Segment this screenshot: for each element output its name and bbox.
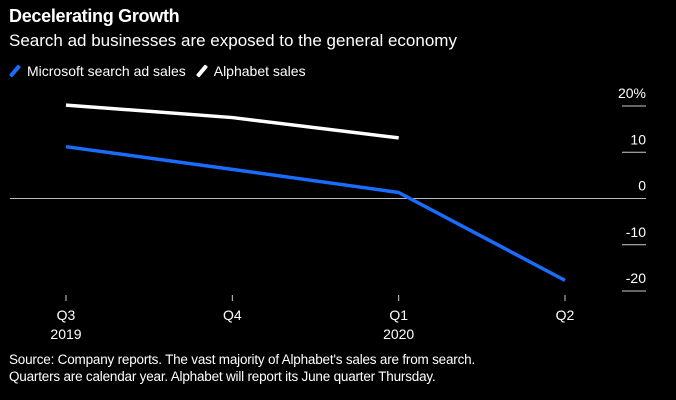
chart-subtitle: Search ad businesses are exposed to the … [9, 31, 457, 50]
x-tick-label-year: 2020 [383, 326, 414, 342]
series-line-alphabet [65, 103, 399, 140]
series-line-microsoft [65, 144, 566, 282]
footnote-line-2: Quarters are calendar year. Alphabet wil… [9, 369, 436, 384]
y-tick-label: 20% [618, 85, 646, 101]
y-tick-label: 10 [630, 131, 646, 147]
x-tick-label: Q3 [57, 307, 76, 323]
y-tick-label: 0 [638, 178, 646, 194]
x-tick-label-year: 2019 [50, 326, 81, 342]
legend-label-microsoft: Microsoft search ad sales [27, 63, 186, 79]
chart-title: Decelerating Growth [9, 6, 180, 26]
legend-item-alphabet: Alphabet sales [195, 63, 306, 79]
y-tick-label: -20 [626, 270, 646, 286]
legend-item-microsoft: Microsoft search ad sales [8, 63, 186, 79]
footnote-line-1: Source: Company reports. The vast majori… [9, 352, 475, 367]
footnote: Source: Company reports. The vast majori… [9, 351, 475, 385]
legend-label-alphabet: Alphabet sales [213, 63, 306, 79]
x-tick-label: Q4 [223, 307, 242, 323]
x-tick-label: Q1 [389, 307, 408, 323]
x-tick-label: Q2 [556, 307, 575, 323]
y-tick-label: -10 [626, 224, 646, 240]
legend: Microsoft search ad sales Alphabet sales [8, 63, 316, 79]
